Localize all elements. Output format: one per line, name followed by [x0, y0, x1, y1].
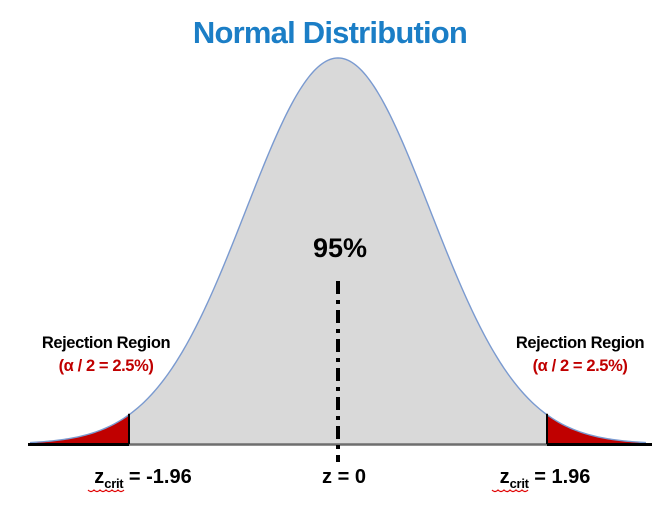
x-tick-zcrit-upper: zcrit = 1.96	[500, 466, 591, 491]
rejection-region-alpha: (α / 2 = 2.5%)	[532, 356, 628, 375]
bell-area	[30, 58, 646, 444]
bell-curve-outline	[29, 57, 647, 444]
rejection-region-title: Rejection Region	[515, 334, 645, 352]
chart-title: Normal Distribution	[192, 15, 468, 50]
rejection-region-label-right: Rejection Region (α / 2 = 2.5%)	[515, 332, 645, 378]
zcrit-value: = -1.96	[123, 466, 192, 488]
rejection-region-alpha: (α / 2 = 2.5%)	[58, 356, 154, 375]
zcrit-symbol: zcrit	[499, 466, 529, 491]
confidence-area-label: 95%	[312, 233, 368, 263]
left-rejection-tail	[30, 414, 129, 444]
zcrit-value: = 1.96	[528, 466, 591, 488]
squiggle-right	[491, 489, 529, 493]
rejection-region-title: Rejection Region	[41, 334, 171, 352]
squiggle-left	[87, 489, 125, 493]
x-tick-zcrit-lower: zcrit = -1.96	[94, 466, 191, 491]
right-rejection-tail	[547, 414, 646, 444]
rejection-region-label-left: Rejection Region (α / 2 = 2.5%)	[41, 332, 171, 378]
zcrit-symbol: zcrit	[94, 466, 124, 491]
x-tick-mean: z = 0	[322, 466, 366, 488]
